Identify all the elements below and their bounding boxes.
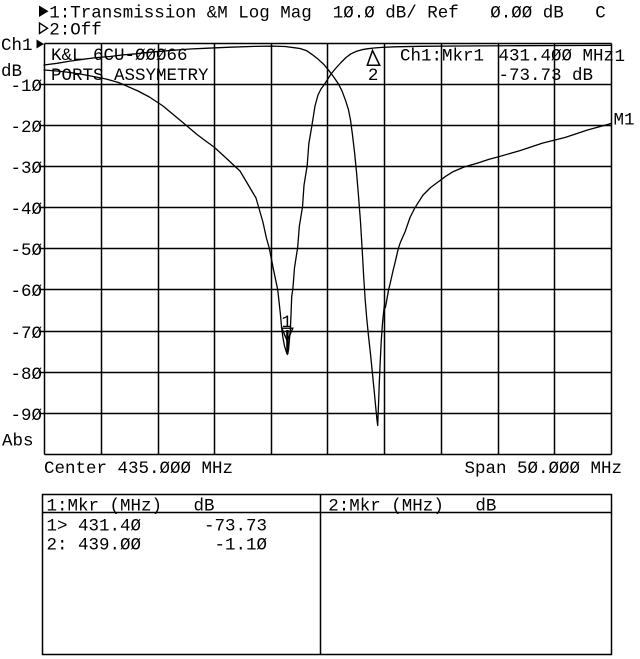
svg-text:1:Transmission &M Log Mag 1Ø.: 1:Transmission &M Log Mag 1Ø.Ø dB/ Ref Ø… bbox=[49, 3, 606, 23]
svg-text:-5Ø: -5Ø bbox=[11, 241, 43, 261]
svg-text:-4Ø: -4Ø bbox=[11, 200, 43, 220]
svg-text:-3Ø: -3Ø bbox=[11, 159, 43, 179]
svg-text:-7Ø: -7Ø bbox=[11, 324, 43, 344]
svg-text:PORTS ASSYMETRY: PORTS ASSYMETRY bbox=[51, 66, 209, 86]
svg-text:Ch1:Mkr1: Ch1:Mkr1 bbox=[400, 47, 484, 67]
svg-text:M1: M1 bbox=[614, 110, 635, 130]
svg-text:Span 5Ø.ØØØ MHz: Span 5Ø.ØØØ MHz bbox=[465, 459, 623, 479]
svg-text:-6Ø: -6Ø bbox=[11, 282, 43, 302]
svg-text:K&L 6CU-ØØØ66: K&L 6CU-ØØØ66 bbox=[51, 46, 188, 66]
svg-text:2: 439.ØØ -1.1Ø: 2: 439.ØØ -1.1Ø bbox=[47, 536, 268, 556]
svg-text:-2Ø: -2Ø bbox=[11, 118, 43, 138]
svg-text:1: 1 bbox=[282, 313, 293, 333]
svg-text:Center 435.ØØØ MHz: Center 435.ØØØ MHz bbox=[44, 459, 233, 479]
svg-text:1> 431.4Ø -73.73: 1> 431.4Ø -73.73 bbox=[47, 517, 268, 537]
svg-text:2:Mkr (MHz) dB: 2:Mkr (MHz) dB bbox=[328, 497, 496, 517]
svg-text:-73.73 dB: -73.73 dB bbox=[499, 66, 594, 86]
svg-text:2:Off: 2:Off bbox=[49, 21, 102, 41]
svg-text:Abs: Abs bbox=[2, 432, 34, 452]
svg-text:2: 2 bbox=[368, 66, 379, 86]
svg-text:Ch1: Ch1 bbox=[1, 36, 33, 56]
svg-text:1: 1 bbox=[615, 47, 626, 67]
svg-text:dB: dB bbox=[1, 62, 22, 82]
svg-text:431.4ØØ MHz: 431.4ØØ MHz bbox=[499, 47, 615, 67]
svg-text:-1Ø: -1Ø bbox=[11, 77, 43, 97]
svg-text:-9Ø: -9Ø bbox=[11, 406, 43, 426]
svg-text:1:Mkr (MHz) dB: 1:Mkr (MHz) dB bbox=[47, 497, 215, 517]
svg-text:-8Ø: -8Ø bbox=[11, 365, 43, 385]
